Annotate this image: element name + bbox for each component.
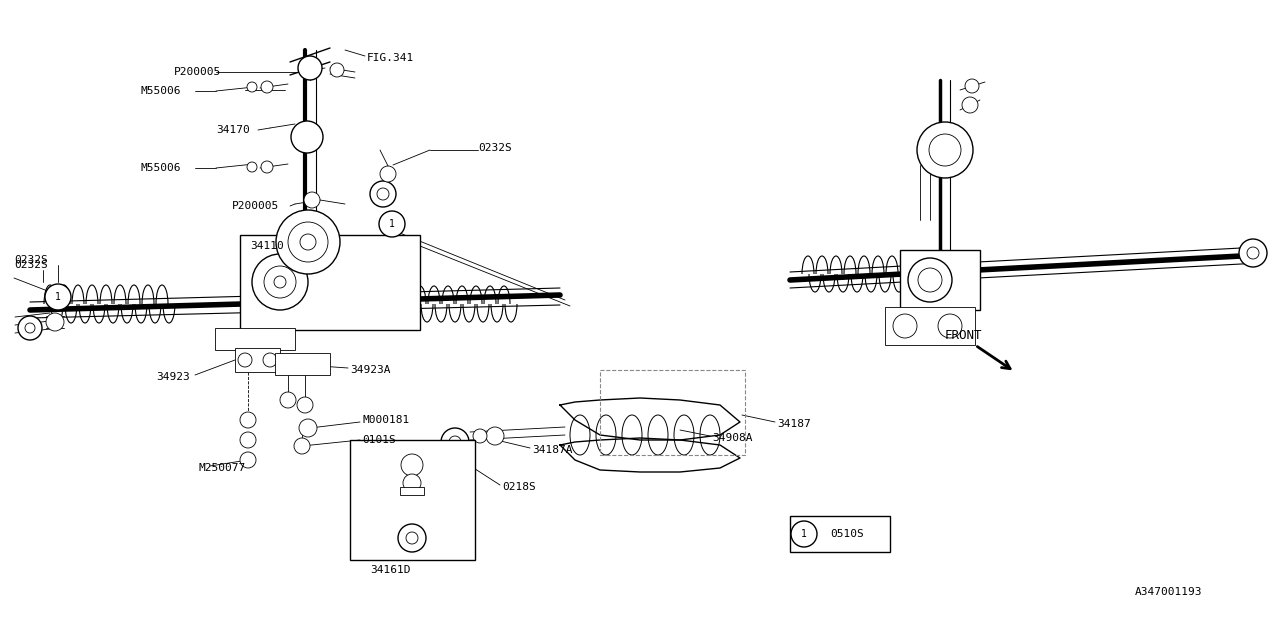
Circle shape bbox=[965, 79, 979, 93]
Circle shape bbox=[379, 211, 404, 237]
Text: 0218S: 0218S bbox=[502, 482, 536, 492]
Circle shape bbox=[918, 268, 942, 292]
Circle shape bbox=[298, 56, 323, 80]
Circle shape bbox=[370, 181, 396, 207]
Text: 34161D: 34161D bbox=[370, 565, 411, 575]
Bar bbox=[349, 440, 475, 560]
Bar bbox=[241, 235, 420, 330]
Circle shape bbox=[406, 532, 419, 544]
Circle shape bbox=[401, 454, 422, 476]
Circle shape bbox=[893, 314, 916, 338]
Circle shape bbox=[241, 432, 256, 448]
Circle shape bbox=[46, 313, 64, 331]
Text: 0232S: 0232S bbox=[14, 255, 47, 265]
Circle shape bbox=[449, 436, 461, 448]
Circle shape bbox=[291, 121, 323, 153]
Circle shape bbox=[294, 438, 310, 454]
Text: 34187: 34187 bbox=[777, 419, 810, 429]
Text: 0510S: 0510S bbox=[829, 529, 864, 539]
Text: A347001193: A347001193 bbox=[1135, 587, 1202, 597]
Text: P200005: P200005 bbox=[174, 67, 221, 77]
Circle shape bbox=[261, 161, 273, 173]
Text: FRONT: FRONT bbox=[945, 328, 983, 342]
Circle shape bbox=[238, 353, 252, 367]
Circle shape bbox=[261, 81, 273, 93]
Circle shape bbox=[300, 419, 317, 437]
Text: 0232S: 0232S bbox=[14, 260, 47, 270]
Bar bbox=[900, 250, 980, 310]
Text: FIG.341: FIG.341 bbox=[367, 53, 415, 63]
Circle shape bbox=[26, 323, 35, 333]
Circle shape bbox=[274, 276, 285, 288]
Circle shape bbox=[241, 452, 256, 468]
Text: M55006: M55006 bbox=[140, 86, 180, 96]
Circle shape bbox=[252, 254, 308, 310]
Circle shape bbox=[403, 474, 421, 492]
Circle shape bbox=[45, 284, 70, 310]
Circle shape bbox=[247, 162, 257, 172]
Bar bbox=[215, 328, 294, 350]
Circle shape bbox=[791, 521, 817, 547]
Text: 0232S: 0232S bbox=[477, 143, 512, 153]
Text: 34923A: 34923A bbox=[349, 365, 390, 375]
Circle shape bbox=[1239, 239, 1267, 267]
Circle shape bbox=[1247, 247, 1260, 259]
Bar bbox=[790, 516, 890, 552]
Circle shape bbox=[247, 82, 257, 92]
Text: 1: 1 bbox=[389, 219, 396, 229]
Text: P200005: P200005 bbox=[232, 201, 279, 211]
Bar bbox=[884, 307, 975, 345]
Circle shape bbox=[380, 166, 396, 182]
Circle shape bbox=[18, 316, 42, 340]
Circle shape bbox=[288, 222, 328, 262]
Circle shape bbox=[276, 210, 340, 274]
Circle shape bbox=[963, 97, 978, 113]
Circle shape bbox=[241, 412, 256, 428]
Circle shape bbox=[264, 266, 296, 298]
Circle shape bbox=[442, 428, 468, 456]
Circle shape bbox=[474, 429, 486, 443]
Circle shape bbox=[280, 392, 296, 408]
Bar bbox=[236, 348, 280, 372]
Circle shape bbox=[908, 258, 952, 302]
Bar bbox=[275, 353, 330, 375]
Circle shape bbox=[297, 397, 314, 413]
Text: 34110: 34110 bbox=[250, 241, 284, 251]
Circle shape bbox=[916, 122, 973, 178]
Circle shape bbox=[398, 524, 426, 552]
Text: 1: 1 bbox=[801, 529, 806, 539]
Text: M000181: M000181 bbox=[362, 415, 410, 425]
Text: 1: 1 bbox=[55, 292, 61, 302]
Text: 0101S: 0101S bbox=[362, 435, 396, 445]
Bar bbox=[600, 370, 745, 455]
Text: 34908A: 34908A bbox=[712, 433, 753, 443]
Circle shape bbox=[486, 427, 504, 445]
Text: 34187A: 34187A bbox=[532, 445, 572, 455]
Circle shape bbox=[305, 192, 320, 208]
Text: 34923: 34923 bbox=[156, 372, 189, 382]
Text: M250077: M250077 bbox=[198, 463, 246, 473]
Circle shape bbox=[929, 134, 961, 166]
Text: 1: 1 bbox=[434, 459, 440, 469]
Circle shape bbox=[330, 63, 344, 77]
Bar bbox=[401, 487, 424, 495]
Circle shape bbox=[262, 353, 276, 367]
Circle shape bbox=[424, 451, 451, 477]
Circle shape bbox=[300, 234, 316, 250]
Text: 34170: 34170 bbox=[216, 125, 250, 135]
Circle shape bbox=[378, 188, 389, 200]
Circle shape bbox=[938, 314, 963, 338]
Text: M55006: M55006 bbox=[140, 163, 180, 173]
